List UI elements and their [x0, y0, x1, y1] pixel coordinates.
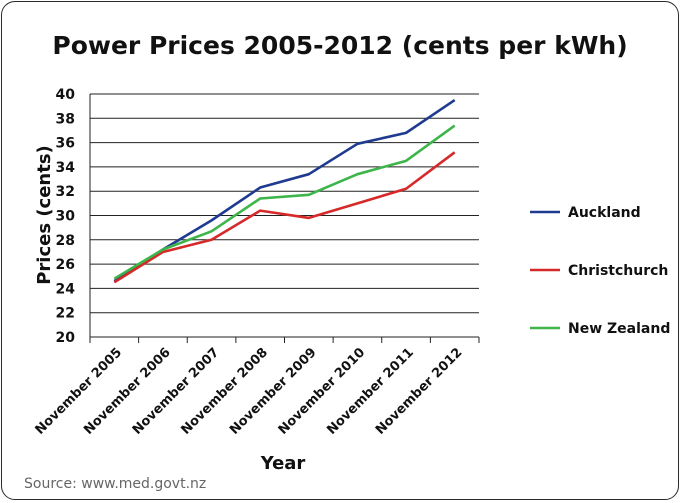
- y-tick-label: 34: [56, 160, 76, 176]
- x-tick-label: November 2009: [227, 345, 320, 438]
- series-lines: [113, 98, 456, 284]
- y-tick-label: 40: [56, 87, 76, 103]
- x-tick-label: November 2006: [81, 345, 174, 438]
- x-tick-label: November 2010: [276, 345, 369, 438]
- y-tick-label: 24: [56, 281, 76, 297]
- x-tick-label: November 2011: [324, 345, 417, 438]
- y-tick-label: 22: [56, 306, 75, 322]
- y-tick-label: 28: [56, 233, 75, 249]
- x-axis-label: Year: [260, 453, 306, 474]
- x-tick-label: November 2008: [178, 345, 271, 438]
- y-tick-label: 36: [56, 136, 75, 152]
- source-note: Source: www.med.govt.nz: [24, 476, 206, 492]
- y-tick-labels: 20 22 24 26 28 30 32 34 36 38 40: [56, 87, 76, 346]
- series-line-auckland: [113, 98, 456, 283]
- legend-label: New Zealand: [568, 321, 670, 337]
- x-tick-label: November 2012: [373, 345, 466, 438]
- y-tick-label: 38: [56, 111, 75, 127]
- y-tick-label: 20: [56, 330, 76, 346]
- y-tick-label: 30: [56, 209, 76, 225]
- series-line-christchurch: [113, 151, 456, 284]
- legend-label: Auckland: [568, 205, 641, 221]
- x-tick-label: November 2005: [33, 345, 126, 438]
- grid-lines: [89, 93, 480, 343]
- y-tick-label: 32: [56, 184, 75, 200]
- chart-title: Power Prices 2005-2012 (cents per kWh): [52, 31, 627, 60]
- x-tick-label: November 2007: [130, 345, 223, 438]
- y-axis-label: Prices (cents): [34, 145, 55, 285]
- y-tick-label: 26: [56, 257, 75, 273]
- series-line-new-zealand: [113, 124, 456, 280]
- legend: Auckland Christchurch New Zealand: [530, 205, 670, 337]
- legend-label: Christchurch: [568, 263, 668, 279]
